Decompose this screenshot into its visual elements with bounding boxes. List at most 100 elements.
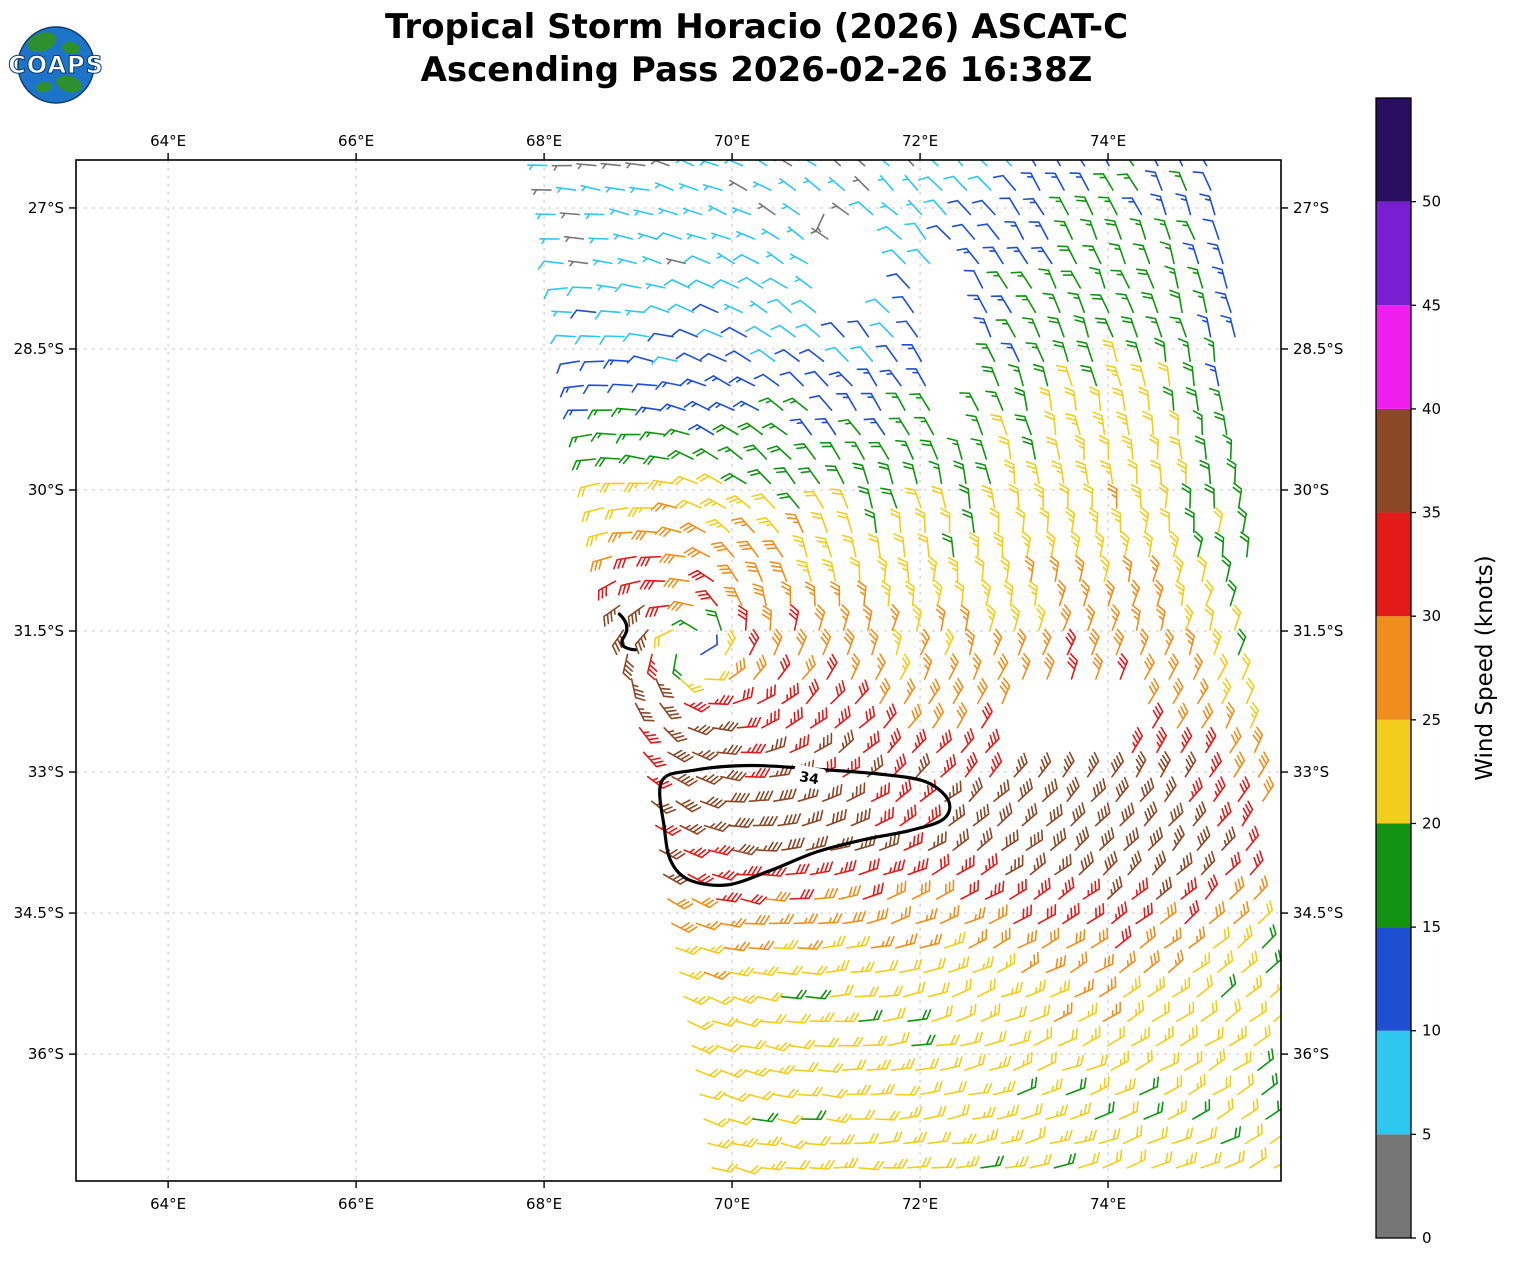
wind-barb [879, 677, 891, 705]
wind-barb [1032, 363, 1049, 387]
wind-barb [1029, 852, 1046, 876]
wind-barb [629, 186, 650, 194]
wind-barb [1000, 555, 1011, 583]
wind-barb [852, 462, 869, 485]
wind-barb [594, 456, 621, 467]
wind-barb [1024, 555, 1035, 583]
wind-barb [740, 894, 768, 905]
wind-barb [1142, 410, 1155, 436]
wind-barb [1092, 653, 1104, 680]
wind-barb [1121, 197, 1143, 216]
wind-barb [819, 441, 841, 460]
wind-barb [654, 526, 682, 538]
wind-barb [943, 175, 968, 191]
wind-barb [899, 958, 923, 974]
wind-barb [1025, 979, 1046, 998]
wind-barb [874, 959, 899, 974]
wind-barb [678, 183, 699, 191]
wind-barb [1078, 1002, 1098, 1023]
wind-barb [1115, 925, 1132, 949]
wind-barb [1088, 266, 1106, 289]
wind-barb [1197, 555, 1207, 583]
wind-barb [1181, 483, 1192, 509]
wind-barb [985, 390, 1004, 411]
wind-barb [837, 1036, 864, 1047]
wind-barb [1221, 677, 1232, 705]
wind-barb [1249, 1147, 1267, 1169]
wind-barb [1028, 221, 1049, 240]
wind-barb [630, 678, 646, 702]
wind-barb [954, 580, 965, 607]
wind-barb [695, 1068, 722, 1078]
wind-barb [737, 422, 764, 436]
wind-barb [1008, 364, 1024, 387]
wind-barb [923, 199, 947, 216]
wind-barb [766, 445, 792, 460]
wind-barb [912, 604, 923, 631]
wind-barb [1149, 434, 1159, 460]
wind-barb [663, 428, 690, 438]
wind-barb [1028, 580, 1038, 607]
wind-barb [915, 508, 926, 534]
wind-barb [776, 492, 800, 509]
wind-barb [902, 174, 919, 191]
wind-barb [1102, 850, 1118, 876]
wind-barb [627, 507, 654, 518]
wind-barb [688, 569, 715, 583]
wind-barb [695, 921, 723, 931]
wind-barb [1249, 850, 1264, 876]
wind-barb [1069, 172, 1090, 191]
wind-barb [1115, 776, 1129, 803]
wind-barb [691, 1044, 718, 1054]
wind-barb [828, 371, 853, 387]
wind-barb [732, 843, 759, 856]
wind-barb [691, 749, 719, 761]
wind-barb [571, 458, 597, 471]
wind-barb [875, 344, 898, 363]
y-tick-label-right: 27°S [1293, 199, 1329, 217]
wind-barb [1009, 878, 1027, 900]
wind-barb [655, 232, 683, 241]
wind-barb [1192, 801, 1207, 827]
wind-barb [760, 1013, 787, 1024]
wind-barb [1111, 507, 1122, 534]
wind-barb [1172, 825, 1185, 851]
wind-barb [708, 695, 734, 706]
wind-barb [614, 283, 642, 293]
wind-barb [1154, 218, 1171, 240]
wind-barb [984, 1030, 1007, 1047]
wind-barb [781, 682, 799, 705]
wind-barb [623, 482, 650, 493]
wind-barb [1204, 604, 1215, 631]
wind-barb [1029, 1004, 1051, 1023]
axis-labels: 64°E 64°E 66°E 66°E 68°E 68°E 70°E 70°E 72°E 72°E… [14, 132, 1344, 1213]
wind-barb [1176, 702, 1189, 729]
wind-barb [843, 628, 855, 656]
wind-barb [712, 279, 739, 289]
wind-barb [1152, 702, 1164, 729]
wind-barb [671, 773, 698, 787]
wind-barb [781, 203, 801, 216]
wind-barb [845, 1084, 872, 1096]
wind-barb [1092, 411, 1106, 436]
wind-barb [990, 295, 1012, 314]
wind-barb [1199, 193, 1216, 216]
wind-barb [1080, 364, 1098, 387]
wind-barb [631, 530, 658, 541]
wind-barb [749, 300, 768, 314]
wind-barb [1048, 196, 1069, 216]
wind-barb [1261, 1072, 1279, 1096]
wind-barb [1116, 411, 1130, 436]
x-tick-label-top: 68°E [526, 132, 562, 150]
wind-barb [1098, 1128, 1121, 1145]
wind-barb [915, 907, 938, 925]
wind-barb [671, 922, 698, 933]
wind-barb [592, 259, 613, 266]
wind-barb [856, 368, 878, 387]
x-tick-label-bottom: 66°E [338, 1195, 374, 1213]
wind-barb [1208, 901, 1226, 925]
wind-barb [928, 678, 941, 705]
wind-barb [699, 352, 727, 363]
wind-barb [675, 499, 702, 509]
wind-barb [1073, 315, 1090, 338]
